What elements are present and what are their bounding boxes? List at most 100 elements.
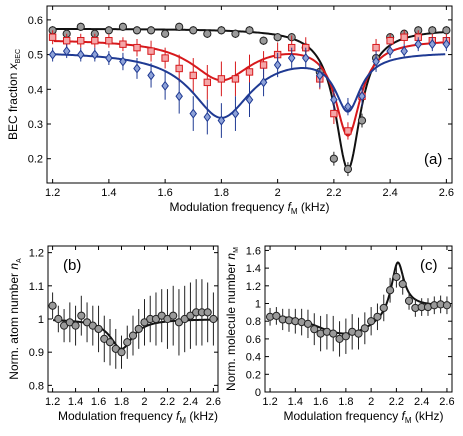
x-axis-symbol: f — [402, 409, 407, 423]
data-point — [117, 348, 126, 357]
x-axis-unit: (kHz) — [412, 409, 444, 423]
data-point — [360, 324, 369, 333]
data-point — [287, 53, 296, 64]
x-tick-label: 1.8 — [114, 396, 129, 408]
data-point — [372, 43, 380, 52]
data-point — [373, 312, 382, 321]
y-tick-label: 1.6 — [246, 245, 261, 257]
data-point — [273, 33, 282, 42]
x-tick-label: 2.4 — [183, 396, 198, 408]
data-point — [330, 94, 338, 105]
x-tick-label: 2.2 — [389, 396, 404, 408]
y-tick-label: 0.6 — [28, 15, 43, 27]
data-point — [217, 75, 226, 83]
y-axis-subscript: M — [233, 247, 240, 253]
data-point — [128, 331, 138, 340]
data-point — [329, 329, 338, 338]
data-point — [132, 26, 142, 35]
x-tick-label: 1.2 — [262, 396, 277, 408]
y-axis-symbol: n — [224, 253, 238, 260]
data-point — [259, 77, 268, 88]
data-point — [71, 321, 80, 330]
data-point — [272, 311, 281, 321]
y-tick-label: 1.4 — [246, 263, 261, 275]
y-tick-label: 1.2 — [29, 248, 44, 260]
y-tick-label: 0.4 — [246, 352, 261, 364]
data-point — [245, 94, 254, 105]
data-point — [428, 26, 437, 35]
x-tick-label: 2.2 — [326, 187, 341, 199]
panel-c: 1.2 1.4 1.6 1.8 2 2.2 2.4 2.6 0 0.2 0.4 0.6 0.8 1 1.2 1… — [224, 245, 455, 425]
x-tick-label: 1.4 — [288, 396, 303, 408]
data-point — [77, 311, 86, 320]
data-point — [428, 39, 437, 50]
data-point — [231, 108, 240, 119]
x-tick-label: 1.6 — [313, 396, 328, 408]
panel-tag: (a) — [424, 151, 442, 168]
data-point — [217, 26, 226, 35]
x-tick-label: 1.2 — [45, 187, 60, 199]
x-tick-label: 2 — [275, 187, 281, 199]
data-point — [146, 26, 156, 35]
y-axis-symbol: n — [7, 263, 21, 270]
data-point — [54, 314, 63, 324]
data-point — [147, 47, 155, 55]
data-point — [341, 332, 350, 341]
x-tick-label: 1.6 — [157, 187, 172, 199]
data-point — [133, 63, 141, 74]
y-axis-label-text: Norm. atom number — [7, 270, 21, 380]
data-point — [404, 296, 414, 305]
data-point — [189, 108, 198, 119]
data-point — [189, 71, 197, 80]
data-point — [344, 127, 352, 135]
data-point — [203, 29, 212, 38]
y-axis-symbol: x — [6, 62, 20, 70]
x-tick-label: 1.2 — [45, 396, 60, 408]
data-point — [310, 325, 319, 334]
series-diamond — [48, 37, 451, 138]
data-point — [91, 37, 99, 45]
data-point — [386, 37, 394, 45]
data-point — [330, 109, 338, 118]
y-tick-label: 0.4 — [28, 84, 43, 96]
y-axis-subscript: A — [16, 258, 23, 263]
data-point — [316, 70, 324, 81]
data-point — [94, 324, 103, 334]
y-axis-label-text: Norm. molecule number — [224, 260, 238, 391]
x-tick-label: 1.8 — [338, 396, 353, 408]
x-tick-label: 2 — [141, 396, 147, 408]
x-axis-label-text: Modulation frequency — [58, 409, 176, 423]
data-point — [105, 37, 113, 45]
data-point — [398, 279, 407, 289]
data-point — [169, 311, 178, 320]
data-point — [118, 22, 128, 31]
data-point — [372, 56, 380, 67]
y-axis-label-text: BEC fraction — [6, 69, 20, 140]
data-point — [400, 33, 408, 41]
data-point — [357, 116, 367, 125]
data-point — [76, 22, 85, 31]
x-tick-label: 2.6 — [206, 396, 221, 408]
x-axis-label: Modulation frequency fM (kHz) — [58, 409, 218, 425]
panel-tag: (b) — [63, 257, 81, 274]
x-tick-label: 1.4 — [101, 187, 116, 199]
y-tick-label: 1.1 — [29, 281, 44, 293]
data-point — [62, 46, 71, 57]
data-point — [259, 61, 268, 69]
data-point — [259, 36, 268, 45]
data-point — [48, 33, 57, 41]
data-point — [367, 317, 376, 326]
x-axis-subscript: M — [405, 416, 412, 425]
x-axis-symbol: f — [176, 409, 181, 423]
data-point — [301, 53, 310, 64]
y-axis-label: Norm. atom number nA — [7, 258, 23, 380]
data-point — [48, 301, 57, 310]
data-point — [147, 70, 155, 81]
data-point — [77, 37, 85, 45]
y-tick-label: 0 — [255, 387, 261, 399]
y-tick-label: 0.2 — [28, 154, 43, 166]
data-point — [245, 68, 254, 76]
data-point — [343, 165, 353, 174]
data-point — [48, 49, 57, 60]
